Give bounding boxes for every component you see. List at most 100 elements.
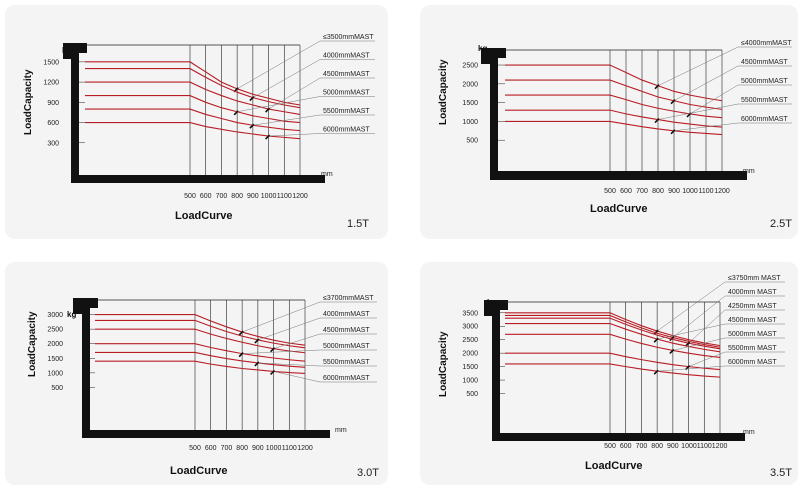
curve-marker [670,99,676,105]
load-curve-series [95,351,306,368]
y-tick-label: 2500 [462,63,478,70]
y-unit-label: kg [67,310,76,319]
y-unit-label: kg [62,46,71,55]
model-capacity-label: 3.0T [357,467,379,479]
x-tick-label: 1000 [261,193,277,200]
legend-label: 5500mmMAST [323,359,370,366]
legend-leader-line [273,333,321,349]
legend-leader-line [257,317,321,341]
legend-leader-line [688,309,726,344]
y-axis-title: LoadCapacity [27,311,38,377]
x-unit-label: mm [321,171,333,178]
curve-marker [686,112,692,118]
curve-marker [265,107,271,113]
legend-leader-line [657,323,726,340]
legend-leader-line [268,133,321,137]
x-axis-title: LoadCurve [590,203,647,215]
load-curve-series [85,108,301,132]
legend-label: 4250mm MAST [728,303,777,310]
load-chart-card-4: 3500 3000 2500 2000 1500 1000 500 500 600 700 800 9… [420,262,798,485]
y-tick-label: 1500 [462,364,478,371]
fork-silhouette [481,48,747,180]
load-chart-4: 3500 3000 2500 2000 1500 1000 500 500 600 700 800 9… [438,275,792,479]
load-curve-series [85,121,301,140]
load-curve-series [505,352,721,371]
curve-marker [238,352,244,358]
curve-marker [270,347,276,353]
y-tick-label: 1500 [43,59,59,66]
y-tick-label: 2500 [47,327,63,334]
load-curve-series [505,317,721,350]
load-chart-card-3: 3000 2500 2000 1500 1000 500 500 600 700 800 900 10… [5,262,388,485]
load-curve-series [95,328,306,354]
legend-label: 4000mmMAST [323,311,370,318]
y-tick-label: 2500 [462,337,478,344]
load-curve-series [505,314,721,348]
y-axis-title: LoadCapacity [438,59,449,125]
x-tick-label: 500 [604,188,616,195]
legend-leader-line [656,281,726,332]
x-tick-label: 800 [236,445,248,452]
legend-leader-line [657,46,739,86]
curve-marker [670,129,676,135]
legend-label: ≤3700mmMAST [323,295,374,302]
y-tick-label: 900 [47,100,59,107]
legend-leader-line [657,365,726,372]
y-tick-label: 600 [47,120,59,127]
curve-marker [654,117,660,124]
curve-marker [654,84,660,90]
legend-label: 5000mmMAST [741,78,788,85]
x-tick-label: 700 [636,188,648,195]
legend-leader-line [252,114,321,126]
x-tick-label: 700 [216,193,228,200]
legend-leader-line [273,371,321,383]
x-axis-title: LoadCurve [585,460,642,472]
legend-leader-line [242,349,321,354]
legend-leader-line [252,59,321,98]
curve-marker [254,361,260,367]
curve-marker [270,369,276,375]
curve-marker [669,348,675,355]
load-chart-card-1: 1500 1200 900 600 300 500 600 700 800 900 1000 1100… [5,5,388,239]
y-tick-label: 500 [51,385,63,392]
x-tick-label: 700 [636,443,648,450]
curve-marker [653,337,659,343]
x-unit-label: mm [743,168,755,175]
legend-leader-line [268,77,321,110]
curve-marker [653,329,659,335]
x-tick-label: 1100 [282,445,297,452]
x-tick-label: 800 [231,193,243,200]
y-tick-label: 1200 [43,80,59,87]
x-tick-label: 600 [620,443,632,450]
legend-label: ≤3500mmMAST [323,34,374,41]
legend-label: 5500mm MAST [728,345,777,352]
curve-marker [249,96,255,102]
curve-marker [249,123,255,129]
x-tick-label: 700 [221,445,233,452]
legend-leader-line [689,84,739,115]
load-curve-series [505,120,723,136]
y-tick-label: 1000 [462,119,478,126]
x-tick-label: 1000 [266,445,282,452]
legend-leader-line [688,351,726,367]
legend-label: 5500mmMAST [741,97,788,104]
legend-label: 5500mmMAST [323,108,370,115]
load-curve-series [505,94,723,119]
legend-label: 5000mmMAST [323,343,370,350]
legend-leader-line [672,295,726,338]
y-tick-label: 1500 [47,356,63,363]
legend-label: 6000mmMAST [323,127,370,134]
x-tick-label: 900 [252,445,264,452]
fork-silhouette [484,300,745,441]
x-unit-label: mm [335,427,347,434]
model-capacity-label: 1.5T [347,218,369,230]
y-axis-title: LoadCapacity [438,331,449,397]
curve-marker [653,369,659,375]
load-curve-series [95,360,306,374]
x-axis-title: LoadCurve [170,465,227,477]
legend-label: 4000mmMAST [323,53,370,60]
load-curve-series [505,363,721,378]
